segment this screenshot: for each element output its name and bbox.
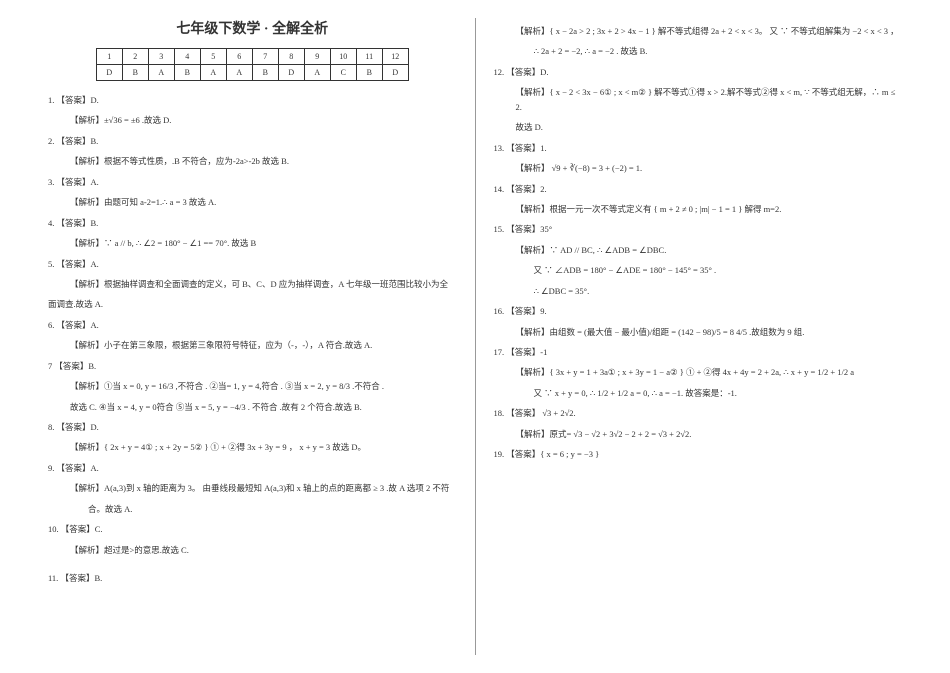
q7-exp: 【解析】①当 x = 0, y = 16/3 ,不符合 . ②当= 1, y =… — [48, 379, 457, 393]
q1-exp: 【解析】±√36 = ±6 .故选 D. — [48, 113, 457, 127]
q17-exp: 【解析】{ 3x + y = 1 + 3a① ; x + 3y = 1 − a②… — [494, 365, 903, 379]
table-cell: 2 — [122, 49, 148, 65]
q3: 3. 【答案】A. — [48, 175, 457, 189]
table-cell: A — [304, 65, 330, 81]
table-cell: 4 — [174, 49, 200, 65]
q5-exp2: 面调查.故选 A. — [48, 297, 457, 311]
table-cell: D — [278, 65, 304, 81]
answer-tag: 【答案】A. — [57, 463, 99, 473]
q12: 12. 【答案】D. — [494, 65, 903, 79]
q15-exp3: ∴ ∠DBC = 35°. — [494, 284, 903, 298]
answer-tag: 【答案】C. — [61, 524, 103, 534]
table-cell: B — [356, 65, 382, 81]
q6-exp: 【解析】小子在第三象限，根据第三象限符号特征，应为（-，-），A 符合.故选 A… — [48, 338, 457, 352]
q16: 16. 【答案】9. — [494, 304, 903, 318]
answer-table: 1 2 3 4 5 6 7 8 9 10 11 12 D B A B A A B — [96, 48, 409, 81]
answer-tag: 【答案】A. — [57, 259, 99, 269]
q9-exp: 【解析】A(a,3)到 x 轴的距离为 3。 由垂线段最短知 A(a,3)和 x… — [48, 481, 457, 495]
q2-exp: 【解析】根据不等式性质，.B 不符合，应为-2a>-2b 故选 B. — [48, 154, 457, 168]
q13: 13. 【答案】1. — [494, 141, 903, 155]
q16-exp: 【解析】由组数 = (最大值 − 最小值)/组距 = (142 − 98)/5 … — [494, 325, 903, 339]
q12-exp: 【解析】{ x − 2 < 3x − 6① ; x < m② } 解不等式①得 … — [494, 85, 903, 114]
q14-exp: 【解析】根据一元一次不等式定义有 { m + 2 ≠ 0 ; |m| − 1 =… — [494, 202, 903, 216]
q6: 6. 【答案】A. — [48, 318, 457, 332]
table-cell: A — [200, 65, 226, 81]
q9: 9. 【答案】A. — [48, 461, 457, 475]
table-cell: 12 — [382, 49, 408, 65]
table-cell: 3 — [148, 49, 174, 65]
q17-exp2: 又 ∵ x + y = 0, ∴ 1/2 + 1/2 a = 0, ∴ a = … — [494, 386, 903, 400]
answer-tag: 【答案】-1 — [506, 347, 547, 357]
q13-exp: 【解析】 √9 + ∛(−8) = 3 + (−2) = 1. — [494, 161, 903, 175]
q15: 15. 【答案】35° — [494, 222, 903, 236]
answer-tag: 【答案】D. — [506, 67, 548, 77]
table-cell: C — [330, 65, 356, 81]
q10-exp: 【解析】超过是>的意思.故选 C. — [48, 543, 457, 557]
table-cell: 11 — [356, 49, 382, 65]
q11-exp2: ∴ 2a + 2 = −2, ∴ a = −2 . 故选 B. — [494, 44, 903, 58]
q9-exp2: 合。故选 A. — [48, 502, 457, 516]
table-cell: 5 — [200, 49, 226, 65]
table-cell: B — [174, 65, 200, 81]
table-cell: B — [122, 65, 148, 81]
q11-exp: 【解析】{ x − 2a > 2 ; 3x + 2 > 4x − 1 } 解不等… — [494, 24, 903, 38]
table-cell: 1 — [96, 49, 122, 65]
answer-tag: 【答案】D. — [57, 95, 99, 105]
q4: 4. 【答案】B. — [48, 216, 457, 230]
answer-tag: 【答案】9. — [506, 306, 546, 316]
q17: 17. 【答案】-1 — [494, 345, 903, 359]
right-column: 【解析】{ x − 2a > 2 ; 3x + 2 > 4x − 1 } 解不等… — [476, 18, 921, 655]
answer-tag: 【答案】D. — [57, 422, 99, 432]
table-cell: 8 — [278, 49, 304, 65]
answer-tag: 【答案】B. — [54, 361, 96, 371]
table-cell: A — [148, 65, 174, 81]
table-cell: A — [226, 65, 252, 81]
table-cell: 9 — [304, 49, 330, 65]
q7-exp2: 故选 C. ④当 x = 4, y = 0符合 ⑤当 x = 5, y = −4… — [48, 400, 457, 414]
q8-exp: 【解析】{ 2x + y = 4① ; x + 2y = 5② } ① + ②得… — [48, 440, 457, 454]
q15-exp2: 又 ∵ ∠ADB = 180° − ∠ADE = 180° − 145° = 3… — [494, 263, 903, 277]
table-cell: D — [382, 65, 408, 81]
answer-tag: 【答案】1. — [506, 143, 546, 153]
answer-tag: 【答案】B. — [60, 573, 102, 583]
answer-tag: 【答案】{ x = 6 ; y = −3 } — [506, 449, 599, 459]
q5-exp: 【解析】根据抽样调查和全面调查的定义，可 B、C、D 应为抽样调查，A 七年级一… — [48, 277, 457, 291]
answer-tag: 【答案】35° — [506, 224, 552, 234]
table-cell: 6 — [226, 49, 252, 65]
q19: 19. 【答案】{ x = 6 ; y = −3 } — [494, 447, 903, 461]
q15-exp: 【解析】∵ AD // BC, ∴ ∠ADB = ∠DBC. — [494, 243, 903, 257]
table-cell: 7 — [252, 49, 278, 65]
q4-exp: 【解析】∵ a // b, ∴ ∠2 = 180° − ∠1 == 70°. 故… — [48, 236, 457, 250]
table-cell: B — [252, 65, 278, 81]
table-cell: 10 — [330, 49, 356, 65]
q11: 11. 【答案】B. — [48, 571, 457, 585]
answer-tag: 【答案】A. — [57, 177, 99, 187]
q2: 2. 【答案】B. — [48, 134, 457, 148]
q18: 18. 【答案】 √3 + 2√2. — [494, 406, 903, 420]
q5: 5. 【答案】A. — [48, 257, 457, 271]
answer-tag: 【答案】 √3 + 2√2. — [506, 408, 575, 418]
page-title: 七年级下数学 · 全解全析 — [48, 18, 457, 38]
q14: 14. 【答案】2. — [494, 182, 903, 196]
answer-tag: 【答案】B. — [57, 218, 99, 228]
q12-exp2: 故选 D. — [494, 120, 903, 134]
answer-tag: 【答案】2. — [506, 184, 546, 194]
q10: 10. 【答案】C. — [48, 522, 457, 536]
answer-tag: 【答案】B. — [57, 136, 99, 146]
q18-exp: 【解析】原式= √3 − √2 + 3√2 − 2 + 2 = √3 + 2√2… — [494, 427, 903, 441]
q8: 8. 【答案】D. — [48, 420, 457, 434]
q3-exp: 【解析】由题可知 a-2=1.∴ a = 3 故选 A. — [48, 195, 457, 209]
q7: 7 【答案】B. — [48, 359, 457, 373]
table-cell: D — [96, 65, 122, 81]
answer-tag: 【答案】A. — [57, 320, 99, 330]
q1: 1. 【答案】D. — [48, 93, 457, 107]
left-column: 七年级下数学 · 全解全析 1 2 3 4 5 6 7 8 9 10 11 12… — [30, 18, 476, 655]
